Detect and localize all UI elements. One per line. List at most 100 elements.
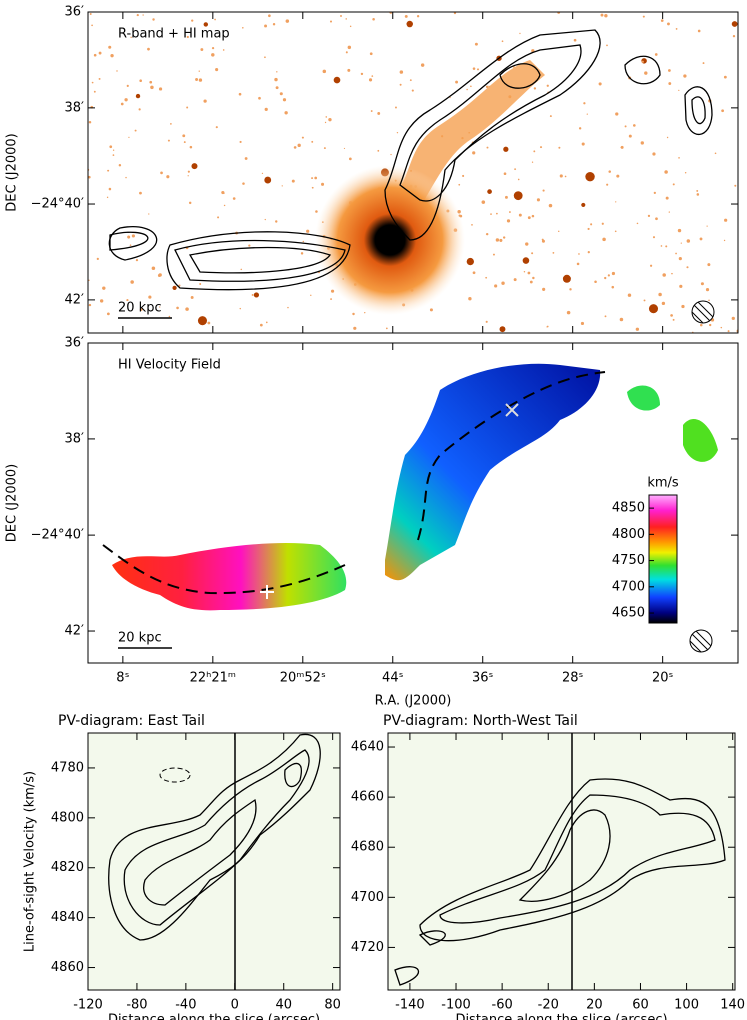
star [661, 301, 666, 306]
star [702, 62, 705, 65]
star [371, 75, 374, 77]
beam [691, 300, 715, 324]
x-tick-label: -20 [538, 998, 559, 1013]
star [581, 142, 585, 146]
star [198, 70, 200, 72]
star [680, 242, 682, 244]
x-tick-label: 28ˢ [562, 671, 584, 686]
star [314, 176, 318, 180]
star [340, 14, 342, 17]
star [377, 149, 380, 152]
star [148, 295, 152, 299]
star [185, 307, 189, 311]
star [513, 191, 523, 201]
star [558, 146, 561, 149]
star [151, 266, 156, 270]
star [501, 40, 504, 43]
star [620, 145, 624, 149]
contour [691, 96, 706, 125]
star [485, 85, 489, 89]
star [282, 98, 287, 102]
star [517, 178, 520, 181]
star [732, 34, 736, 38]
star [531, 252, 534, 255]
star [668, 211, 670, 213]
star [523, 271, 526, 273]
star [106, 312, 110, 316]
star [311, 140, 314, 143]
star [325, 116, 328, 118]
contour [188, 246, 332, 274]
star [559, 174, 563, 178]
panel-title: PV-diagram: North-West Tail [383, 713, 578, 729]
velocity-blob [112, 543, 347, 611]
star [222, 49, 225, 51]
star [301, 136, 304, 139]
contour [439, 794, 716, 924]
star [678, 257, 682, 261]
star [707, 263, 711, 267]
star [643, 299, 646, 302]
star [188, 201, 192, 205]
star [578, 127, 582, 130]
star [496, 212, 498, 215]
star [462, 174, 465, 177]
star [199, 282, 202, 285]
star [525, 242, 529, 246]
star [499, 326, 506, 333]
y-tick-label: 4780 [51, 760, 84, 775]
star [211, 53, 215, 57]
star [182, 134, 186, 138]
star [616, 174, 620, 178]
star [585, 171, 595, 182]
star [546, 325, 549, 328]
star [186, 35, 189, 39]
star [240, 268, 243, 271]
y-axis-label: DEC (J2000) [5, 464, 20, 543]
star [310, 294, 312, 297]
star [522, 257, 530, 264]
star [583, 102, 586, 105]
star [285, 19, 290, 23]
star [160, 171, 163, 175]
y-tick-label: 4680 [351, 840, 384, 855]
x-tick-label: 44ˢ [382, 671, 404, 686]
star [600, 13, 604, 17]
star [503, 146, 509, 152]
y-axis-label: Line-of-sight Velocity (km/s) [23, 771, 38, 952]
star [640, 141, 644, 145]
star [684, 172, 687, 174]
star [731, 316, 735, 320]
star [529, 280, 533, 284]
star [668, 82, 672, 85]
x-tick-label: 20 [586, 998, 603, 1013]
star [239, 307, 241, 310]
star [190, 295, 194, 299]
star [513, 278, 517, 282]
colorbar-tick-label: 4800 [612, 527, 645, 542]
star [248, 244, 251, 247]
star [472, 67, 476, 70]
star [347, 68, 351, 72]
star [149, 80, 153, 84]
star [648, 304, 659, 314]
star [542, 287, 546, 291]
y-tick-label: 36′ [65, 336, 85, 351]
star [138, 108, 141, 111]
star [108, 45, 112, 49]
star [139, 191, 142, 195]
x-tick-label: 100 [674, 998, 699, 1013]
star [239, 140, 242, 144]
star [315, 210, 318, 213]
star [666, 136, 669, 139]
star [632, 124, 636, 127]
star [635, 327, 640, 331]
x-tick-label: 40 [275, 998, 292, 1013]
beam-hatch [691, 301, 714, 324]
star [135, 258, 139, 262]
y-tick-label: 4720 [351, 940, 384, 955]
star [215, 126, 218, 129]
star [700, 323, 703, 327]
star [372, 17, 375, 21]
